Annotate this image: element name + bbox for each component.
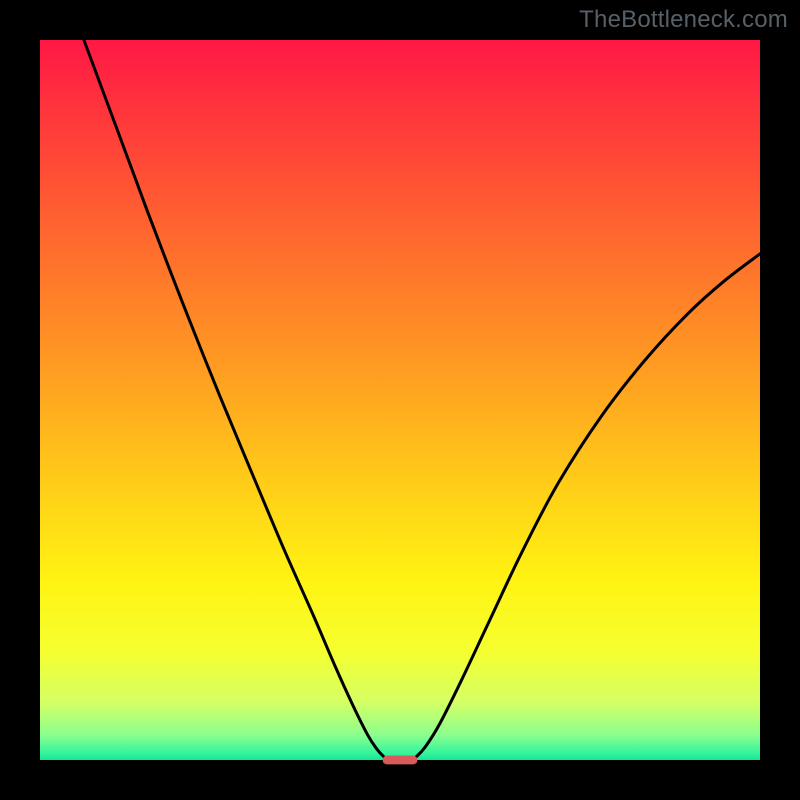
- optimal-marker: [383, 756, 418, 765]
- watermark-text: TheBottleneck.com: [579, 6, 788, 34]
- chart-container: TheBottleneck.com: [0, 0, 800, 800]
- plot-area-gradient: [40, 40, 760, 760]
- bottleneck-chart: [0, 0, 800, 800]
